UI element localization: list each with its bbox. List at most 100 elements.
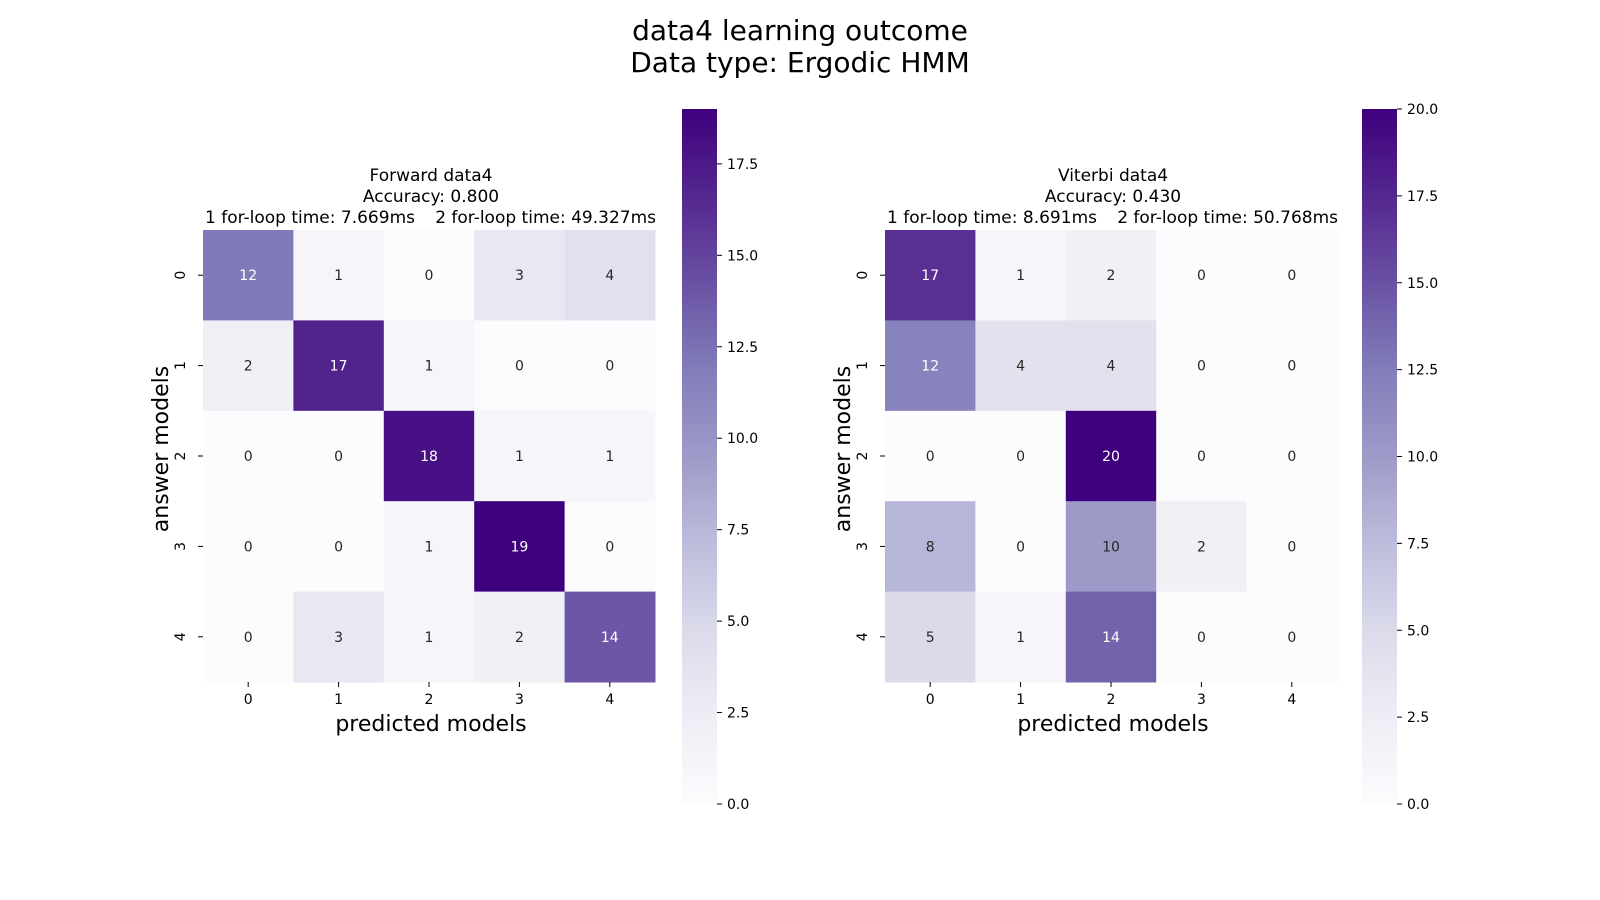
heatmap-cell-label: 0 <box>605 359 614 375</box>
heatmap-cell-label: 17 <box>330 359 348 375</box>
panel-title-line2: Accuracy: 0.430 <box>1045 187 1181 207</box>
heatmap-cell-label: 0 <box>244 539 253 555</box>
heatmap-cell-label: 1 <box>334 268 343 284</box>
heatmap-cell-label: 5 <box>926 630 935 646</box>
heatmap-cell <box>1246 230 1338 321</box>
y-tick-label: 4 <box>855 632 871 641</box>
heatmap-cell <box>474 591 566 683</box>
heatmap-cell-label: 4 <box>1107 359 1116 375</box>
panel-title-line3-left: 1 for-loop time: 8.691ms <box>887 208 1097 228</box>
heatmap-cells: 17 1 2 0 012 4 4 0 00 0 20 0 08 0 10 2 05 1 14 0 0 <box>885 230 1338 683</box>
heatmap-cell <box>1065 320 1157 412</box>
heatmap-cell <box>975 320 1067 412</box>
colorbar-tick-label: 12.5 <box>1407 363 1438 379</box>
heatmap-cell-label: 0 <box>605 539 614 555</box>
forward-heatmap-panel: Forward data4 Accuracy: 0.800 1 for-loop… <box>149 109 758 813</box>
heatmap-cell <box>564 230 656 321</box>
y-tick-label: 1 <box>855 361 871 370</box>
heatmap-cell <box>1065 591 1157 683</box>
heatmap-cell <box>1246 591 1338 683</box>
heatmap-cell-label: 2 <box>1107 268 1116 284</box>
heatmap-cell <box>383 230 475 321</box>
heatmap-cell-label: 17 <box>921 268 939 284</box>
colorbar-tick-label: 5.0 <box>727 614 749 630</box>
colorbar-tick-label: 15.0 <box>1407 276 1438 292</box>
colorbar-tick-label: 2.5 <box>1407 710 1429 726</box>
heatmap-cell <box>203 320 294 412</box>
heatmap-cell <box>1156 591 1248 683</box>
y-tick-label: 1 <box>173 361 189 370</box>
heatmap-cell-label: 3 <box>515 268 524 284</box>
colorbar-tick-label: 10.0 <box>727 431 758 447</box>
heatmap-cell <box>1156 320 1248 412</box>
heatmap-cell <box>474 410 566 502</box>
heatmap-cell-label: 14 <box>601 630 619 646</box>
figure-title-line1: data4 learning outcome <box>632 14 968 47</box>
heatmap-cell <box>1246 410 1338 502</box>
heatmap-cell-label: 2 <box>515 630 524 646</box>
heatmap-cells: 12 1 0 3 42 17 1 0 00 0 18 1 10 0 1 19 00 3 1 2 14 <box>203 230 656 683</box>
heatmap-cell-label: 0 <box>334 539 343 555</box>
heatmap-cell <box>1246 501 1338 593</box>
colorbar-gradient <box>1362 109 1397 804</box>
heatmap-cell-label: 0 <box>1197 449 1206 465</box>
panel-title-line3-left: 1 for-loop time: 7.669ms <box>205 208 415 228</box>
heatmap-cell <box>1156 410 1248 502</box>
heatmap-cell-label: 4 <box>1016 359 1025 375</box>
figure-title-line2: Data type: Ergodic HMM <box>630 46 969 79</box>
heatmap-cell <box>383 501 475 593</box>
heatmap-cell-label: 4 <box>605 268 614 284</box>
colorbar-tick-label: 15.0 <box>727 248 758 264</box>
heatmap-cell-label: 1 <box>425 539 434 555</box>
heatmap-cell <box>1156 501 1248 593</box>
heatmap-cell-label: 1 <box>1016 268 1025 284</box>
colorbar: 0.0 2.5 5.0 7.5 10.0 12.5 15.0 17.5 <box>682 109 758 813</box>
heatmap-cell-label: 18 <box>420 449 438 465</box>
x-axis-label: predicted models <box>335 712 526 737</box>
panel-title-line1: Viterbi data4 <box>1058 166 1168 186</box>
heatmap-cell-label: 12 <box>239 268 257 284</box>
heatmap-cell <box>474 320 566 412</box>
y-tick-label: 2 <box>855 452 871 461</box>
heatmap-cell <box>203 501 294 593</box>
heatmap-cell-label: 12 <box>921 359 939 375</box>
heatmap-cell-label: 0 <box>926 449 935 465</box>
colorbar-tick-label: 0.0 <box>727 797 749 813</box>
heatmap-cell <box>885 591 976 683</box>
heatmap-cell-label: 0 <box>244 449 253 465</box>
colorbar: 0.0 2.5 5.0 7.5 10.0 12.5 15.0 17.5 20.0 <box>1362 102 1438 813</box>
heatmap-cell <box>564 410 656 502</box>
colorbar-tick-label: 17.5 <box>1407 189 1438 205</box>
colorbar-tick-label: 0.0 <box>1407 797 1429 813</box>
y-axis-label: answer models <box>831 366 856 532</box>
heatmap-cell-label: 10 <box>1102 539 1120 555</box>
x-tick-label: 0 <box>926 692 935 708</box>
heatmap-cell-label: 0 <box>1197 268 1206 284</box>
y-tick-label: 0 <box>855 271 871 280</box>
heatmap-cell-label: 1 <box>425 630 434 646</box>
heatmap-cell <box>1065 410 1157 502</box>
panel-title-line1: Forward data4 <box>370 166 493 186</box>
heatmap-cell <box>975 591 1067 683</box>
heatmap-cell <box>474 230 566 321</box>
heatmap-cell <box>975 230 1067 321</box>
x-tick-label: 4 <box>605 692 614 708</box>
x-tick-label: 4 <box>1287 692 1296 708</box>
heatmap-cell-label: 0 <box>515 359 524 375</box>
x-tick-label: 1 <box>334 692 343 708</box>
heatmap-cell <box>203 230 294 321</box>
colorbar-tick-label: 7.5 <box>727 523 749 539</box>
heatmap-cell-label: 0 <box>425 268 434 284</box>
heatmap-cell <box>293 410 385 502</box>
heatmap-cell <box>383 591 475 683</box>
y-tick-label: 3 <box>855 542 871 551</box>
heatmap-cell-label: 0 <box>1287 630 1296 646</box>
colorbar-tick-label: 12.5 <box>727 340 758 356</box>
heatmap-cell-label: 20 <box>1102 449 1120 465</box>
x-tick-label: 1 <box>1016 692 1025 708</box>
y-axis-label: answer models <box>149 366 174 532</box>
colorbar-tick-label: 20.0 <box>1407 102 1438 118</box>
panel-title-line3-right: 2 for-loop time: 49.327ms <box>435 208 656 228</box>
heatmap-cell-label: 0 <box>1016 539 1025 555</box>
heatmap-cell <box>1065 230 1157 321</box>
